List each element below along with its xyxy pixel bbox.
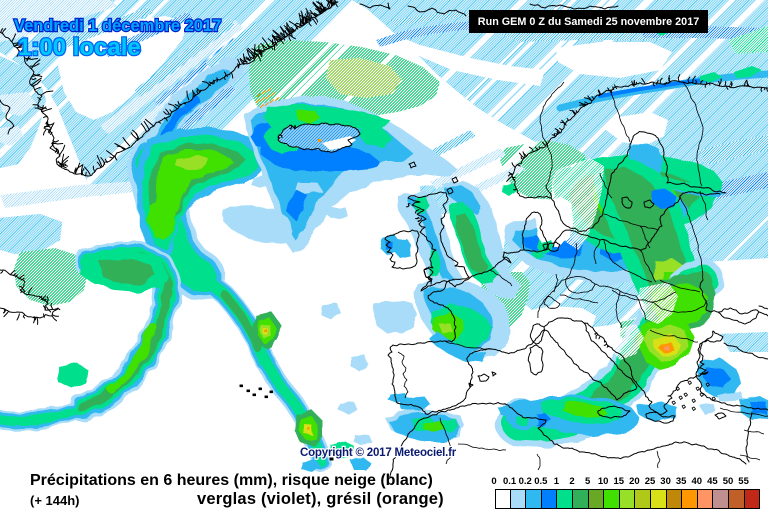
legend-tick-label: 0.1 bbox=[502, 476, 517, 487]
forecast-date-label: Vendredi 1 décembre 2017 bbox=[14, 17, 221, 35]
legend-cell bbox=[650, 489, 667, 509]
caption-line1: Précipitations en 6 heures (mm), risque … bbox=[30, 472, 433, 489]
caption-line2: verglas (violet), grésil (orange) bbox=[197, 490, 444, 508]
legend-tick-label: 40 bbox=[691, 476, 703, 487]
legend-tick-label: 10 bbox=[597, 476, 609, 487]
legend-cell bbox=[713, 489, 729, 509]
legend-cell bbox=[619, 489, 636, 509]
legend-scale-labels: 0 0.1 0.2 0.5 1 2 5 10 15 20 25 30 35 40 45 50 55 bbox=[0, 476, 768, 488]
legend-cell bbox=[588, 489, 605, 509]
legend-tick-label: 30 bbox=[660, 476, 671, 487]
legend-tick-label: 15 bbox=[613, 476, 625, 487]
legend-cell bbox=[557, 489, 573, 509]
legend-tick-label: 1 bbox=[553, 476, 560, 487]
legend-tick-label: 0.2 bbox=[518, 476, 532, 487]
model-run-label: Run GEM 0 Z du Samedi 25 novembre 2017 bbox=[477, 15, 700, 28]
legend-cell bbox=[744, 489, 761, 509]
legend-tick-label: 45 bbox=[707, 476, 718, 487]
legend-cell bbox=[495, 489, 511, 509]
legend-tick-label: 25 bbox=[644, 476, 656, 487]
legend-cell bbox=[728, 489, 745, 509]
forecast-time-label: 1:00 locale bbox=[18, 34, 141, 61]
legend-tick-label: 5 bbox=[584, 476, 591, 487]
caption-lead-time: (+ 144h) bbox=[30, 493, 80, 508]
legend-tick-label: 50 bbox=[722, 476, 734, 487]
legend-cell bbox=[541, 489, 558, 509]
legend-cell bbox=[697, 489, 714, 509]
legend-cell bbox=[666, 489, 683, 509]
copyright-label: Copyright © 2017 Meteociel.fr bbox=[300, 447, 457, 459]
legend-cell bbox=[572, 489, 589, 509]
legend-cell bbox=[604, 489, 620, 509]
legend-cell bbox=[526, 489, 542, 509]
legend-cell bbox=[682, 489, 698, 509]
legend-cell bbox=[510, 489, 527, 509]
legend-cell bbox=[635, 489, 651, 509]
legend-color-scale bbox=[495, 489, 761, 509]
legend-tick-label: 35 bbox=[675, 476, 687, 487]
legend-tick-label: 55 bbox=[738, 476, 749, 487]
legend-tick-label: 2 bbox=[569, 476, 575, 487]
legend-tick-label: 0.5 bbox=[534, 476, 548, 487]
legend-tick-label: 20 bbox=[629, 476, 640, 487]
legend-tick-label: 0 bbox=[491, 476, 497, 487]
model-run-box: Run GEM 0 Z du Samedi 25 novembre 2017 bbox=[469, 10, 708, 33]
